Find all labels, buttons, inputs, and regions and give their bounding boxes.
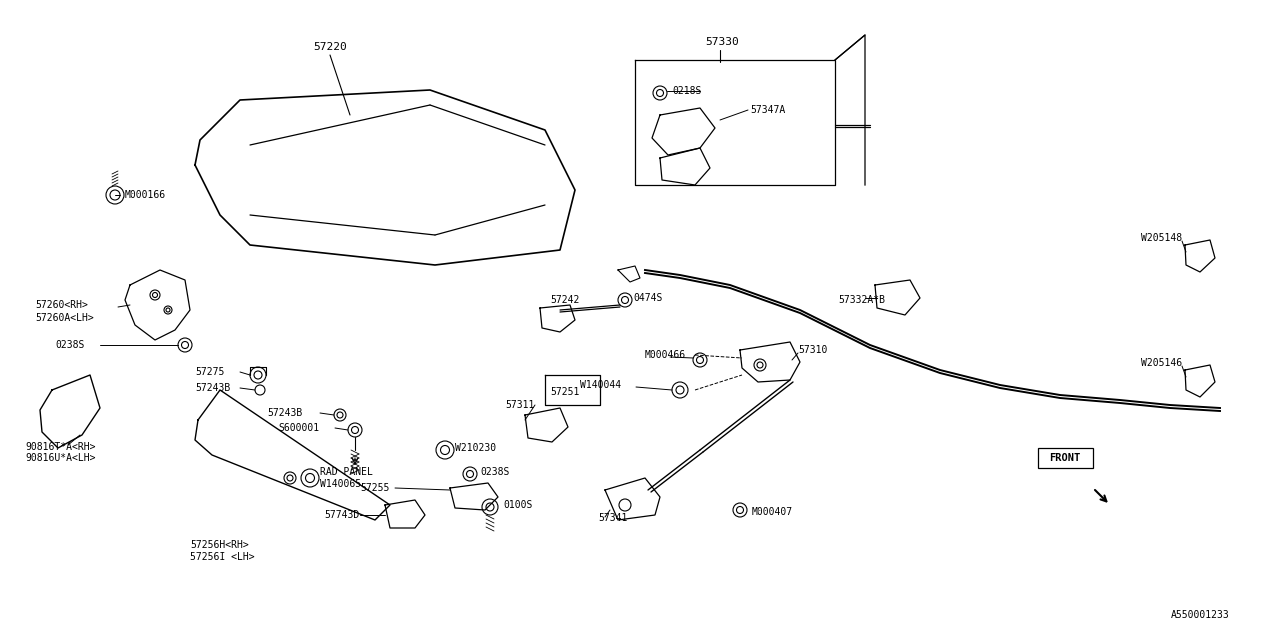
Text: 57255: 57255: [361, 483, 390, 493]
Text: 57330: 57330: [705, 37, 739, 47]
Text: FRONT: FRONT: [1050, 453, 1080, 463]
Text: 57347A: 57347A: [750, 105, 785, 115]
Text: 90816U*A<LH>: 90816U*A<LH>: [26, 453, 96, 463]
Text: 0238S: 0238S: [480, 467, 509, 477]
Text: A550001233: A550001233: [1171, 610, 1230, 620]
Text: 57275: 57275: [195, 367, 224, 377]
Text: 57243B: 57243B: [195, 383, 230, 393]
Text: S600001: S600001: [278, 423, 319, 433]
Text: 57256I <LH>: 57256I <LH>: [189, 552, 255, 562]
Text: 57243B: 57243B: [268, 408, 302, 418]
Text: W140065: W140065: [320, 479, 361, 489]
Text: 90816T*A<RH>: 90816T*A<RH>: [26, 442, 96, 452]
Text: 57743D: 57743D: [325, 510, 360, 520]
Text: RAD PANEL: RAD PANEL: [320, 467, 372, 477]
Text: M000466: M000466: [645, 350, 686, 360]
FancyBboxPatch shape: [1038, 448, 1093, 468]
Text: 57341: 57341: [598, 513, 627, 523]
Text: 57220: 57220: [314, 42, 347, 52]
Text: 0474S: 0474S: [634, 293, 662, 303]
Text: W140044: W140044: [580, 380, 621, 390]
Text: 0238S: 0238S: [55, 340, 84, 350]
Text: 57242: 57242: [550, 295, 580, 305]
Text: M000166: M000166: [125, 190, 166, 200]
Text: 57260<RH>: 57260<RH>: [35, 300, 88, 310]
Text: 0218S: 0218S: [672, 86, 701, 96]
Text: W205148: W205148: [1140, 233, 1181, 243]
Text: W210230: W210230: [454, 443, 497, 453]
Text: 57310: 57310: [797, 345, 827, 355]
Text: 57256H<RH>: 57256H<RH>: [189, 540, 248, 550]
Text: 0100S: 0100S: [503, 500, 532, 510]
Text: W205146: W205146: [1140, 358, 1181, 368]
Text: 57332A*B: 57332A*B: [838, 295, 884, 305]
Text: M000407: M000407: [753, 507, 794, 517]
Text: 57311: 57311: [506, 400, 535, 410]
Text: 57260A<LH>: 57260A<LH>: [35, 313, 93, 323]
Text: 57251: 57251: [550, 387, 580, 397]
